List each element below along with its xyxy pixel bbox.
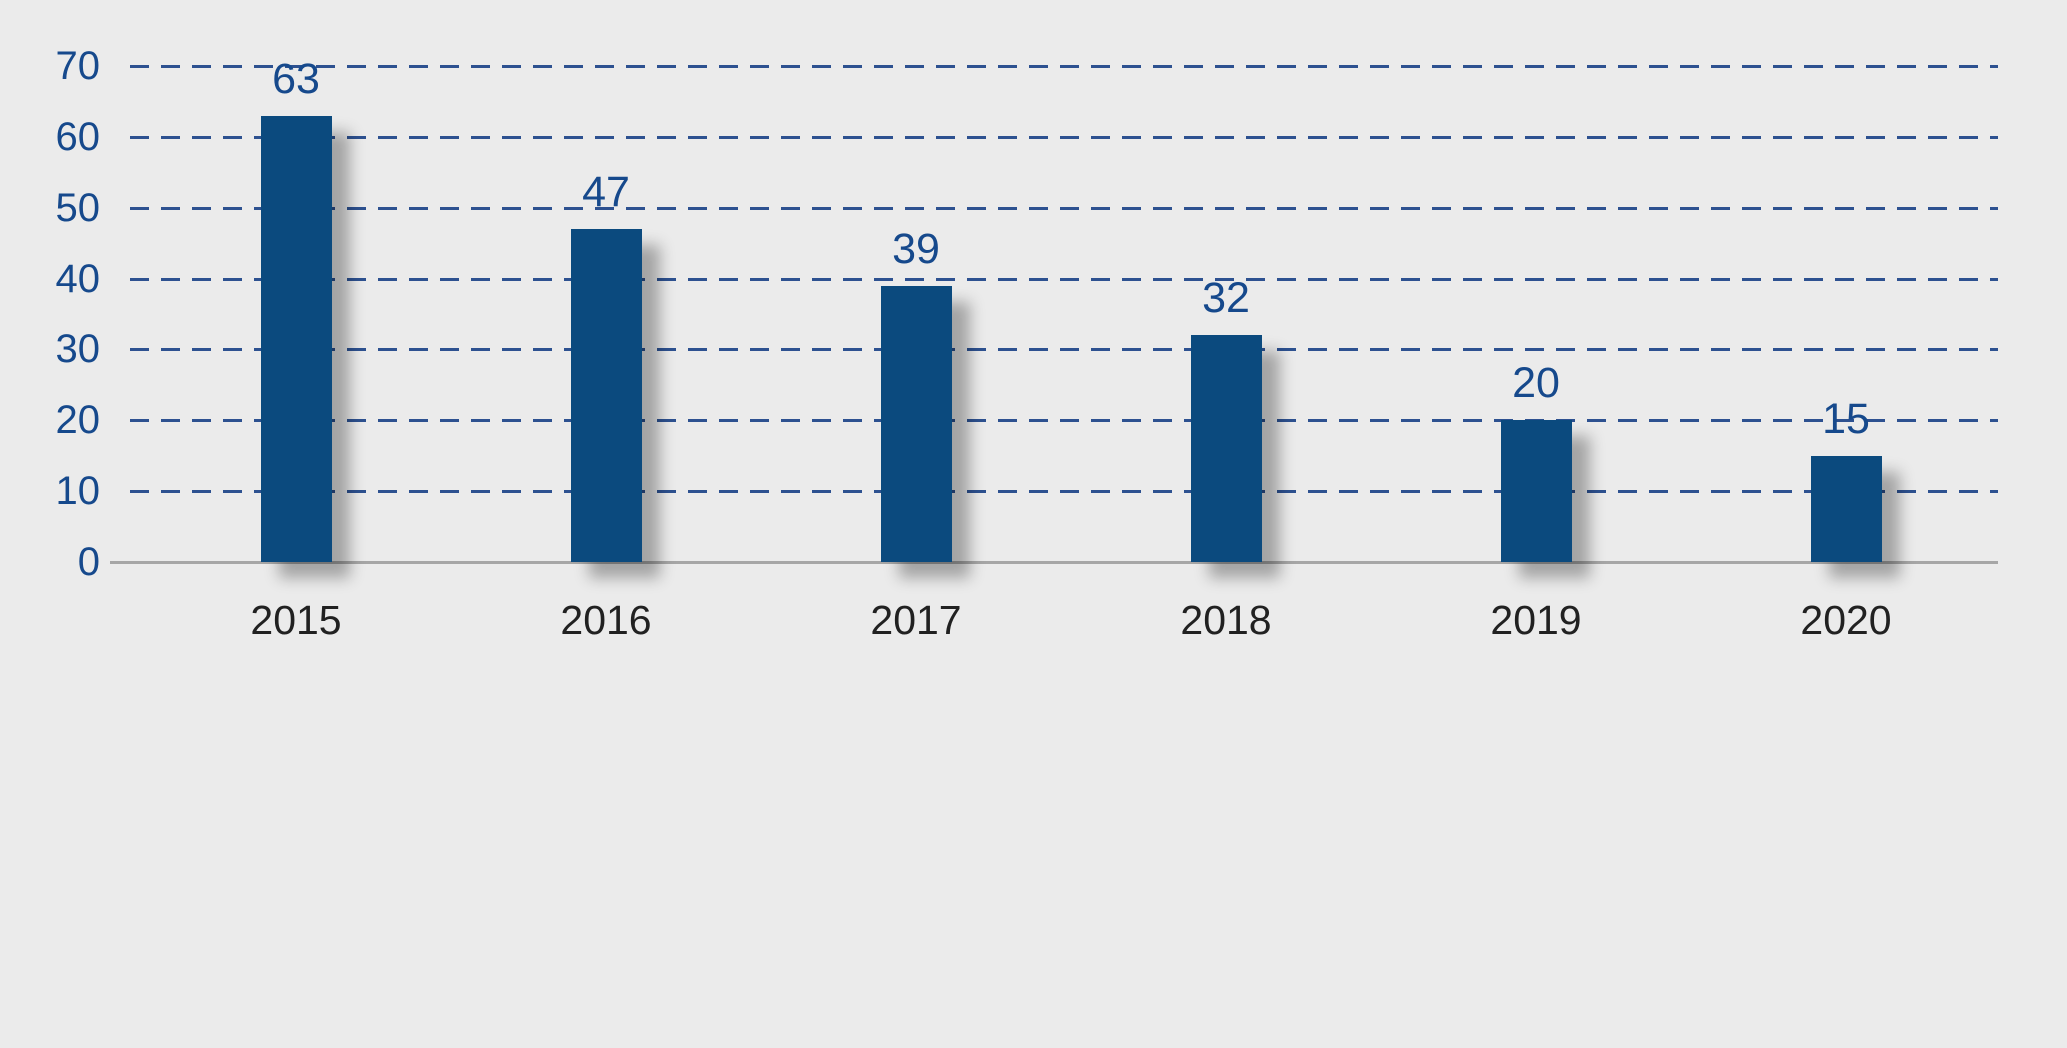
- grid-line: [130, 490, 1998, 494]
- bar-value-label: 32: [1202, 274, 1250, 323]
- y-axis-tick-label: 60: [55, 114, 101, 159]
- x-axis-tick-label: 2017: [870, 597, 962, 643]
- y-axis-tick-label: 70: [55, 43, 101, 88]
- bar: [880, 285, 952, 562]
- y-axis-tick-label: 50: [55, 185, 101, 230]
- bar: [570, 228, 642, 562]
- grid-line: [130, 64, 1998, 68]
- x-axis-tick-label: 2019: [1490, 597, 1582, 643]
- grid-line: [130, 135, 1998, 139]
- bar-value-label: 20: [1512, 359, 1560, 408]
- y-axis-tick-label: 10: [55, 469, 101, 514]
- bar-value-label: 63: [272, 54, 320, 103]
- bar: [1500, 420, 1572, 562]
- bar-value-label: 39: [892, 224, 940, 273]
- bar: [1190, 335, 1262, 562]
- x-axis-line: [110, 561, 1998, 564]
- y-axis-tick-label: 30: [55, 327, 101, 372]
- x-axis-tick-label: 2018: [1180, 597, 1272, 643]
- y-axis-tick-label: 40: [55, 256, 101, 301]
- bar-value-label: 15: [1822, 394, 1870, 443]
- grid-line: [130, 348, 1998, 352]
- bar: [260, 115, 332, 562]
- x-axis-tick-label: 2016: [560, 597, 652, 643]
- grid-line: [130, 206, 1998, 210]
- y-axis-tick-label: 0: [77, 540, 100, 584]
- x-axis-tick-label: 2020: [1800, 597, 1892, 643]
- grid-line: [130, 277, 1998, 281]
- grid-line: [130, 419, 1998, 423]
- bar-value-label: 47: [582, 167, 630, 216]
- y-axis-tick-label: 20: [55, 398, 101, 443]
- x-axis-tick-label: 2015: [250, 597, 342, 643]
- bar: [1810, 455, 1882, 562]
